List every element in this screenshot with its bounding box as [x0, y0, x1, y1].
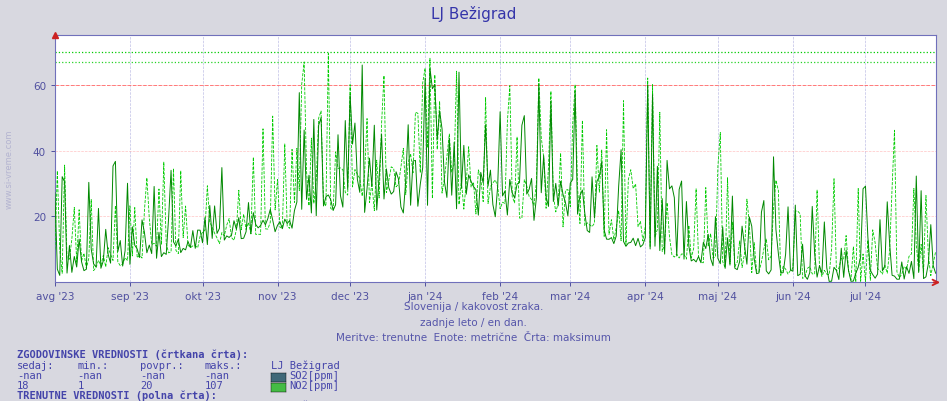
Text: TRENUTNE VREDNOSTI (polna črta):: TRENUTNE VREDNOSTI (polna črta): [17, 390, 217, 400]
Text: -nan: -nan [140, 370, 165, 380]
Text: Slovenija / kakovost zraka.: Slovenija / kakovost zraka. [403, 302, 544, 312]
Text: SO2[ppm]: SO2[ppm] [289, 370, 339, 380]
Text: zadnje leto / en dan.: zadnje leto / en dan. [420, 317, 527, 327]
Text: Meritve: trenutne  Enote: metrične  Črta: maksimum: Meritve: trenutne Enote: metrične Črta: … [336, 332, 611, 342]
Text: 1: 1 [78, 380, 84, 390]
Text: ZGODOVINSKE VREDNOSTI (črtkana črta):: ZGODOVINSKE VREDNOSTI (črtkana črta): [17, 349, 248, 359]
Text: LJ Bežigrad: LJ Bežigrad [271, 360, 340, 370]
Text: sedaj:: sedaj: [17, 400, 55, 401]
Text: LJ Bežigrad: LJ Bežigrad [431, 6, 516, 22]
Text: 20: 20 [140, 380, 152, 390]
Text: -nan: -nan [205, 370, 229, 380]
Text: www.si-vreme.com: www.si-vreme.com [5, 129, 14, 208]
Text: sedaj:: sedaj: [17, 360, 55, 370]
Text: min.:: min.: [78, 360, 109, 370]
Text: maks.:: maks.: [205, 360, 242, 370]
Text: min.:: min.: [78, 400, 109, 401]
Text: maks.:: maks.: [205, 400, 242, 401]
Text: NO2[ppm]: NO2[ppm] [289, 380, 339, 390]
Text: povpr.:: povpr.: [140, 400, 184, 401]
Text: -nan: -nan [17, 370, 42, 380]
Text: -nan: -nan [78, 370, 102, 380]
Text: LJ Bežigrad: LJ Bežigrad [271, 400, 340, 401]
Text: povpr.:: povpr.: [140, 360, 184, 370]
Text: 18: 18 [17, 380, 29, 390]
Text: 107: 107 [205, 380, 223, 390]
